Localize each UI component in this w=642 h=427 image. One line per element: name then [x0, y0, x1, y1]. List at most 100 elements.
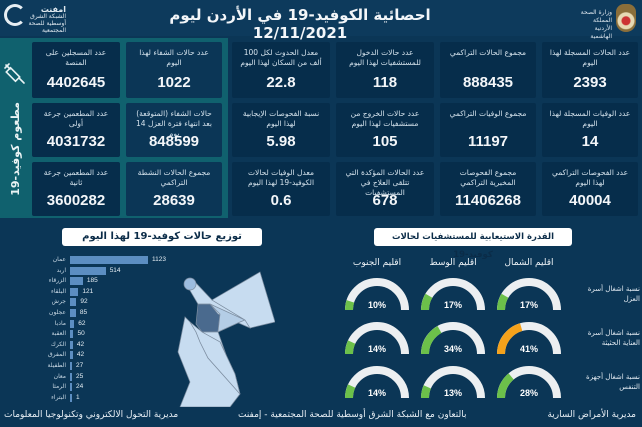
positivity-rate-card: نسبة الفحوصات الإيجابية لهذا اليوم 5.98 [232, 103, 330, 157]
bar-category: عمان [52, 256, 66, 263]
bar-row: الطفيلة 27 [0, 361, 200, 370]
card-label: عدد الحالات المسجلة لهذا اليوم [549, 48, 631, 67]
bar-category: البلقاء [51, 287, 66, 295]
card-label: حالات الشفاء (المتوقعة) بعد انتهاء فترة … [136, 109, 212, 138]
bar-value: 1123 [152, 256, 166, 263]
bar [70, 298, 77, 307]
gauge-percent: 10% [367, 300, 386, 310]
gauge-arc-icon [421, 322, 485, 355]
capacity-row-label: نسبة اشغال أجهزة التنفس [586, 373, 640, 391]
occupancy-gauge: 13% [420, 364, 486, 400]
card-label: معدل الحدوث لكل 100 ألف من السكان لهذا ا… [240, 48, 322, 67]
bar [70, 383, 72, 392]
gauge-arc-icon [420, 366, 485, 399]
bar-value: 25 [76, 372, 84, 380]
card-value: 14 [581, 133, 599, 150]
card-value: 11406268 [455, 192, 521, 209]
gauge-arc-icon [497, 278, 561, 311]
bar [70, 351, 73, 360]
bar-category: مادبا [54, 319, 66, 327]
card-label: مجموع الحالات النشطة التراكمي [137, 168, 211, 187]
capacity-row-label: نسبة اشغال أسرة العزل [587, 285, 640, 303]
bar [70, 266, 106, 275]
bar-value: 42 [76, 340, 85, 348]
card-value: 678 [372, 192, 398, 209]
card-value: 888435 [462, 74, 514, 91]
card-label: عدد المطعمين جرعة أولى [43, 109, 109, 128]
bar-category: جرش [51, 298, 66, 306]
gauge-percent: 28% [519, 388, 538, 398]
bar-category: عجلون [49, 309, 66, 316]
capacity-title: القدرة الاستيعابية للمستشفيات لحالات كوف… [374, 228, 572, 260]
ministry-name: وزارة الصحة [580, 9, 612, 16]
jordan-map [177, 271, 275, 407]
gauge-percent: 14% [367, 388, 386, 398]
card-label: عدد المسجلين على المنصة [45, 48, 107, 67]
card-value: 4402645 [46, 74, 106, 91]
gauge-arc-icon [345, 278, 409, 311]
card-label: عدد حالات الشفاء لهذا اليوم [139, 48, 209, 67]
bar-row: الزرقاء 185 [0, 276, 200, 286]
gauge-percent: 41% [519, 344, 538, 354]
bar-value: 85 [79, 309, 88, 316]
vacc-dose1-card: عدد المطعمين جرعة أولى 4031732 [32, 103, 120, 157]
jordan-emblem-icon [616, 4, 636, 32]
bar [70, 362, 72, 370]
gauge-arc-icon [497, 322, 561, 355]
footer-right: مديرية الأمراض السارية [547, 410, 636, 420]
bar-value: 514 [109, 266, 121, 274]
region-title: اقليم الجنوب [352, 258, 402, 268]
bar-row: عجلون 85 [0, 308, 200, 317]
bar [70, 372, 72, 381]
recovered-today-card: عدد حالات الشفاء لهذا اليوم 1022 [126, 42, 222, 98]
card-value: 3600282 [46, 192, 106, 209]
gauge-percent: 17% [443, 300, 462, 310]
cases-by-governorate-chart: عمان 1123 اربد 514 الزرقاء 185 البلقاء 121 جرش 92… [0, 255, 200, 405]
bar [70, 319, 75, 328]
card-value: 0.6 [270, 192, 292, 209]
region-title: اقليم الوسط [429, 258, 477, 268]
bar-row: الكرك 42 [0, 340, 200, 349]
card-label: عدد حالات الدخول للمستشفيات لهذا اليوم [349, 48, 421, 67]
card-value: 848599 [148, 133, 200, 150]
vacc-registered-card: عدد المسجلين على المنصة 4402645 [32, 42, 120, 98]
gauge-percent: 13% [443, 388, 462, 398]
occupancy-gauge: 34% [420, 320, 486, 356]
region-title: اقليم الشمال [504, 258, 554, 268]
card-label: عدد حالات الخروج من مستشفيات لهذا اليوم [350, 109, 420, 128]
bar-row: مادبا 62 [0, 319, 200, 328]
bar-value: 27 [76, 362, 84, 369]
occupancy-gauge: 17% [496, 276, 562, 312]
gauge-arc-icon [344, 322, 409, 355]
bar-category: الكرك [50, 340, 66, 348]
cases-today-card: عدد الحالات المسجلة لهذا اليوم 2393 [542, 42, 638, 98]
occupancy-gauge: 28% [496, 364, 562, 400]
bar-row: الرمثا 24 [0, 382, 200, 392]
hospitalized-cases-card: عدد الحالات المؤكدة التي تتلقى العلاج في… [336, 162, 434, 216]
total-cases-card: مجموع الحالات التراكمي 888435 [440, 42, 536, 98]
bar-category: العقبة [51, 330, 66, 338]
card-label: عدد الفحوصات التراكمي لهذا اليوم [551, 168, 629, 187]
card-value: 105 [372, 133, 398, 150]
total-deaths-card: مجموع الوفيات التراكمي 11197 [440, 103, 536, 157]
vacc-dose2-card: عدد المطعمين جرعة ثانية 3600282 [32, 162, 120, 216]
total-tests-card: مجموع الفحوصات المخبرية التراكمي 1140626… [440, 162, 536, 216]
tests-today-card: عدد الفحوصات التراكمي لهذا اليوم 40004 [542, 162, 638, 216]
card-value: 4031732 [46, 133, 106, 150]
emphnet-logo: امفنت الشبكة الشرق أوسطية للصحة المجتمعي… [4, 3, 68, 35]
bar-value: 42 [76, 351, 85, 359]
gauge-percent: 34% [443, 344, 462, 354]
incidence-rate-card: معدل الحدوث لكل 100 ألف من السكان لهذا ا… [232, 42, 330, 98]
bar-value: 121 [82, 287, 94, 295]
bar-value: 92 [80, 298, 88, 306]
bar-row: جرش 92 [0, 297, 200, 307]
page-title: احصائية الكوفيد-19 في الأردن ليوم 12/11/… [169, 6, 431, 42]
card-value: 40004 [569, 192, 611, 209]
bar-category: اربد [56, 266, 66, 274]
bar-row: العقبة 50 [0, 329, 200, 339]
card-value: 5.98 [266, 133, 296, 150]
occupancy-gauge: 14% [344, 364, 410, 400]
bar-category: المفرق [48, 351, 66, 359]
gauge-arc-icon [344, 366, 409, 399]
card-value: 118 [372, 74, 398, 91]
